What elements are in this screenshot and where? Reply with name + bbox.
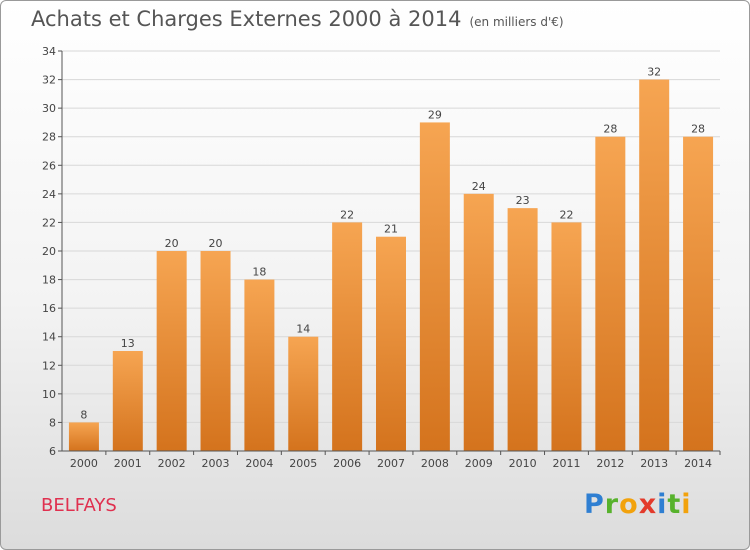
data-label: 21 [384, 223, 398, 236]
y-tick-label: 22 [42, 216, 56, 229]
data-label: 22 [340, 208, 354, 221]
chart-subtitle: (en milliers d'€) [469, 15, 564, 29]
bar [639, 79, 670, 452]
bar [112, 351, 143, 451]
y-tick-label: 10 [42, 388, 56, 401]
x-tick-label: 2003 [202, 457, 230, 470]
y-tick-label: 24 [42, 188, 56, 201]
y-tick-label: 28 [42, 131, 56, 144]
y-tick-label: 6 [49, 445, 56, 458]
data-label: 23 [516, 194, 530, 207]
bar [507, 208, 538, 451]
place-name: BELFAYS [41, 495, 117, 516]
x-tick-label: 2009 [465, 457, 493, 470]
logo-letter: x [638, 489, 658, 520]
logo-letter: r [604, 489, 620, 520]
bar [244, 279, 275, 451]
chart-title: Achats et Charges Externes 2000 à 2014 (e… [31, 7, 564, 31]
logo-letter: t [667, 489, 682, 520]
data-label: 18 [252, 266, 266, 279]
data-label: 20 [209, 237, 223, 250]
y-tick-label: 26 [42, 159, 56, 172]
x-tick-label: 2004 [245, 457, 273, 470]
data-label: 29 [428, 108, 442, 121]
bar [288, 336, 319, 451]
data-label: 24 [472, 180, 486, 193]
x-tick-label: 2000 [70, 457, 98, 470]
x-tick-label: 2001 [114, 457, 142, 470]
x-tick-label: 2010 [509, 457, 537, 470]
logo-letter: o [619, 489, 639, 520]
y-tick-label: 18 [42, 274, 56, 287]
logo-letter: i [657, 489, 668, 520]
x-tick-label: 2012 [596, 457, 624, 470]
x-tick-label: 2011 [552, 457, 580, 470]
data-label: 28 [691, 123, 705, 136]
proxiti-logo[interactable]: Proxiti [584, 489, 692, 520]
x-tick-label: 2002 [158, 457, 186, 470]
logo-letter: P [584, 489, 605, 520]
bar [68, 422, 99, 451]
data-label: 22 [559, 208, 573, 221]
y-tick-label: 12 [42, 359, 56, 372]
bar [551, 222, 582, 451]
y-tick-label: 8 [49, 416, 56, 429]
x-tick-label: 2007 [377, 457, 405, 470]
y-tick-label: 32 [42, 74, 56, 87]
x-tick-label: 2008 [421, 457, 449, 470]
x-tick-label: 2006 [333, 457, 361, 470]
bar [156, 251, 187, 451]
bar [419, 122, 450, 451]
data-label: 8 [80, 408, 87, 421]
y-tick-label: 14 [42, 331, 56, 344]
y-tick-label: 20 [42, 245, 56, 258]
bar [595, 136, 626, 451]
bar [332, 222, 363, 451]
x-tick-label: 2013 [640, 457, 668, 470]
bar [683, 136, 714, 451]
bar [463, 193, 494, 451]
y-tick-label: 34 [42, 45, 56, 58]
bar [376, 236, 406, 451]
data-label: 20 [165, 237, 179, 250]
y-tick-label: 16 [42, 302, 56, 315]
data-label: 28 [603, 123, 617, 136]
x-tick-label: 2005 [289, 457, 317, 470]
logo-letter: i [681, 489, 692, 520]
y-tick-label: 30 [42, 102, 56, 115]
data-label: 13 [121, 337, 135, 350]
data-label: 32 [647, 66, 661, 79]
chart-title-text: Achats et Charges Externes 2000 à 2014 [31, 7, 462, 31]
data-label: 14 [296, 323, 310, 336]
x-tick-label: 2014 [684, 457, 712, 470]
bar [200, 251, 231, 451]
